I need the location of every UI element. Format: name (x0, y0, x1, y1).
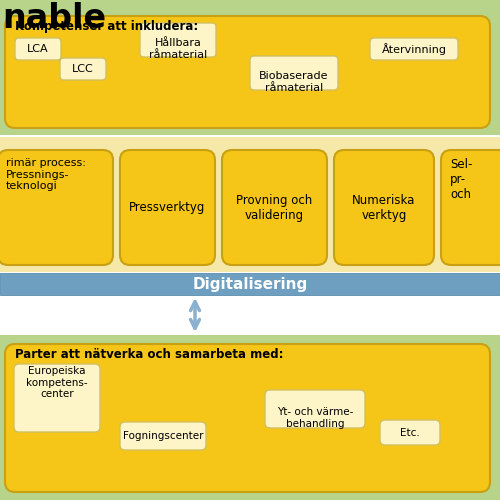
Text: Biobaserade
råmaterial: Biobaserade råmaterial (259, 71, 329, 92)
Text: Hållbara
råmaterial: Hållbara råmaterial (149, 38, 207, 60)
Bar (0, 0, 500, 135)
Text: Sel-
pr-
och: Sel- pr- och (450, 158, 472, 201)
FancyBboxPatch shape (380, 420, 440, 445)
FancyBboxPatch shape (0, 150, 113, 265)
FancyBboxPatch shape (250, 56, 338, 90)
FancyBboxPatch shape (334, 150, 434, 265)
Text: Provning och
validering: Provning och validering (236, 194, 312, 222)
FancyBboxPatch shape (265, 390, 365, 428)
FancyBboxPatch shape (370, 38, 458, 60)
Text: Numeriska
verktyg: Numeriska verktyg (352, 194, 416, 222)
FancyBboxPatch shape (120, 422, 206, 450)
FancyBboxPatch shape (441, 150, 500, 265)
FancyBboxPatch shape (140, 23, 216, 57)
Text: Fogningscenter: Fogningscenter (123, 431, 203, 441)
FancyBboxPatch shape (5, 344, 490, 492)
FancyBboxPatch shape (5, 16, 490, 128)
Text: Yt- och värme-
behandling: Yt- och värme- behandling (277, 407, 353, 428)
Text: Parter att nätverka och samarbeta med:: Parter att nätverka och samarbeta med: (15, 348, 283, 361)
Text: Pressverktyg: Pressverktyg (129, 202, 205, 214)
Bar (0, 335, 500, 500)
Bar (0, 137, 500, 272)
Text: Digitalisering: Digitalisering (192, 276, 308, 291)
Text: Europeiska
kompetens-
center: Europeiska kompetens- center (26, 366, 88, 399)
FancyBboxPatch shape (120, 150, 215, 265)
FancyBboxPatch shape (14, 364, 100, 432)
Text: rimär process:
Pressnings-
teknologi: rimär process: Pressnings- teknologi (6, 158, 86, 191)
Bar (0, 273, 500, 295)
Text: Kompetenser att inkludera:: Kompetenser att inkludera: (15, 20, 198, 33)
FancyBboxPatch shape (222, 150, 327, 265)
FancyBboxPatch shape (15, 38, 61, 60)
Text: LCC: LCC (72, 64, 94, 74)
Text: Etc.: Etc. (400, 428, 420, 438)
Text: Återvinning: Återvinning (382, 43, 446, 55)
Text: nable: nable (2, 2, 106, 35)
Text: LCA: LCA (27, 44, 49, 54)
FancyBboxPatch shape (60, 58, 106, 80)
